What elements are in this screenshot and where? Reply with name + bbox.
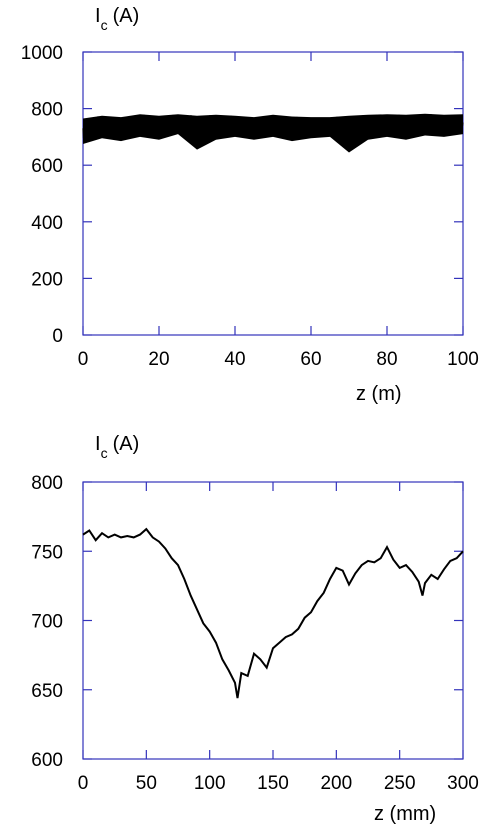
top-chart-ticks — [82, 51, 464, 336]
bottom-chart-ytick-label: 650 — [31, 681, 63, 702]
bottom-chart-ytick-label: 600 — [31, 750, 63, 771]
bottom-chart-xlabel: z (mm) — [374, 803, 436, 825]
top-chart-line — [82, 113, 464, 144]
bottom-chart-ytick-label: 750 — [31, 542, 63, 563]
top-chart-ytick-label: 200 — [31, 269, 63, 290]
top-chart-xlabel: z (m) — [356, 383, 402, 405]
bottom-chart-xtick-label: 100 — [194, 773, 226, 794]
bottom-chart-ylabel-main: I — [95, 433, 101, 455]
top-chart-xtick-label: 20 — [148, 349, 169, 370]
bottom-chart-ylabel-sub: c — [101, 445, 108, 461]
bottom-chart-xtick-label: 150 — [257, 773, 289, 794]
top-chart-ytick-label: 0 — [52, 326, 63, 347]
top-chart-ytick-label: 400 — [31, 213, 63, 234]
top-chart-frame — [82, 51, 464, 336]
bottom-chart-xtick-label: 200 — [320, 773, 352, 794]
top-chart-xtick-label: 40 — [224, 349, 245, 370]
top-chart-ylabel-unit: (A) — [113, 5, 140, 27]
bottom-chart-xtick-label: 250 — [384, 773, 416, 794]
top-chart-ylabel: Ic (A) — [95, 5, 139, 33]
top-chart-xtick-label: 100 — [447, 349, 479, 370]
bottom-chart-ytick-label: 700 — [31, 612, 63, 633]
bottom-chart-ylabel: Ic (A) — [95, 433, 139, 461]
bottom-chart-xtick-label: 0 — [78, 773, 89, 794]
top-chart-xtick-label: 60 — [300, 349, 321, 370]
top-chart-xtick-label: 80 — [376, 349, 397, 370]
top-chart-ytick-label: 600 — [31, 156, 63, 177]
top-chart-ytick-label: 800 — [31, 100, 63, 121]
top-chart-ytick-label: 1000 — [21, 43, 63, 64]
bottom-chart-ylabel-unit: (A) — [113, 433, 140, 455]
bottom-chart-ytick-label: 800 — [31, 473, 63, 494]
bottom-chart-frame — [82, 481, 464, 760]
top-chart-ylabel-sub: c — [101, 17, 108, 33]
bottom-chart-xtick-label: 50 — [136, 773, 157, 794]
bottom-chart-xtick-label: 300 — [447, 773, 479, 794]
top-chart-xtick-label: 0 — [78, 349, 89, 370]
top-chart-ylabel-main: I — [95, 5, 101, 27]
bottom-chart-ticks — [82, 481, 464, 760]
bottom-chart-tick-labels: 0 50 100 150 200 250 300 600 650 700 750 800 — [31, 473, 479, 794]
bottom-chart-line — [82, 527, 464, 699]
